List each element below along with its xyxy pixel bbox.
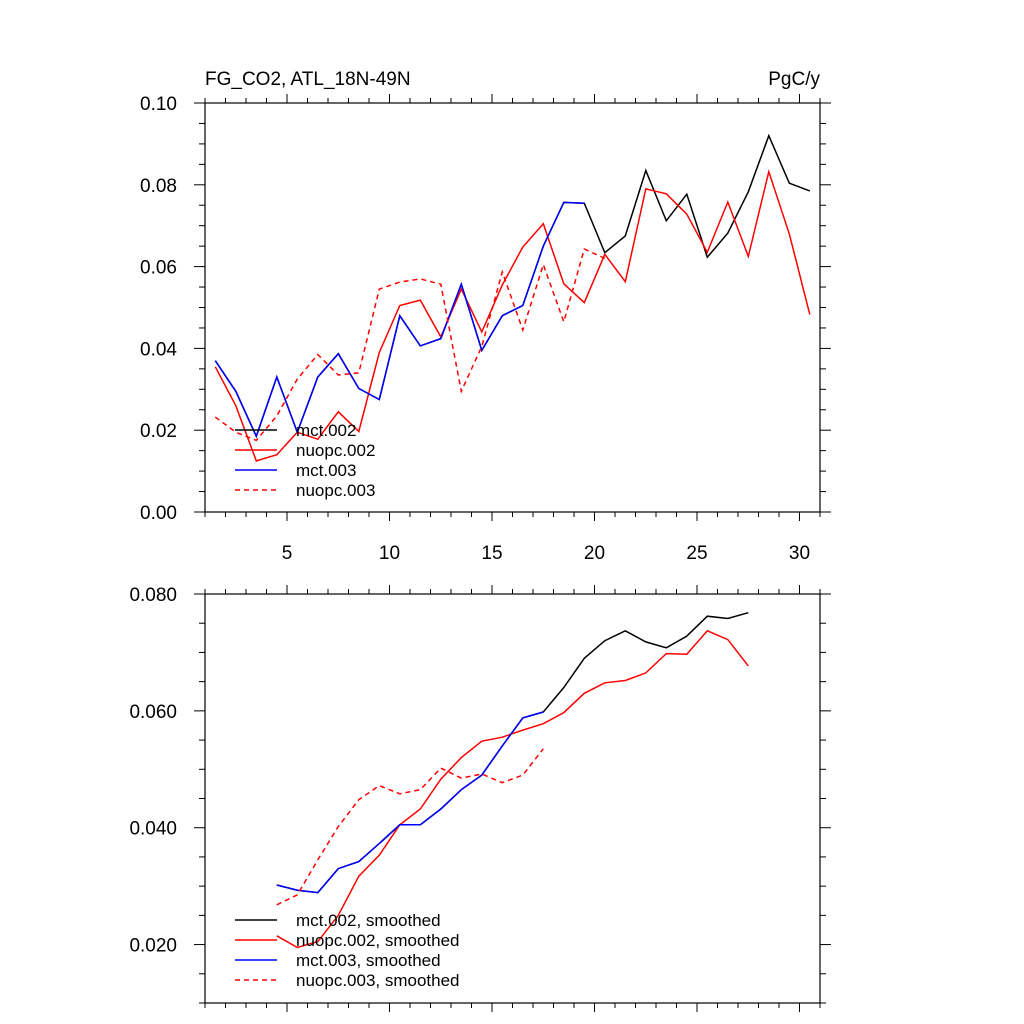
y-tick-label: 0.10 — [140, 94, 177, 115]
y-tick-label: 0.08 — [140, 176, 177, 197]
series-line-nuopc-002 — [214, 168, 811, 462]
chart-title: FG_CO2, ATL_18N-49N — [205, 69, 411, 90]
x-tick-label: 5 — [282, 543, 293, 564]
x-tick-label: 25 — [686, 543, 707, 564]
units-label: PgC/y — [768, 69, 820, 90]
series-line-nuopc-003-smoothed — [276, 748, 544, 906]
legend-label: mct.003, smoothed — [296, 951, 441, 970]
legend-label: mct.003 — [296, 461, 356, 480]
y-tick-label: 0.02 — [140, 421, 177, 442]
series-group — [276, 611, 749, 949]
legend-label: mct.002, smoothed — [296, 911, 441, 930]
series-group — [214, 133, 811, 462]
legend-label: nuopc.002, smoothed — [296, 931, 460, 950]
series-line-mct-003-smoothed — [276, 711, 544, 894]
y-tick-label: 0.040 — [129, 819, 177, 840]
series-line-nuopc-002-smoothed — [276, 629, 749, 949]
y-tick-label: 0.04 — [140, 339, 177, 360]
legend-label: nuopc.003 — [296, 481, 375, 500]
x-tick-label: 30 — [789, 543, 810, 564]
x-tick-label: 20 — [584, 543, 605, 564]
legend-label: nuopc.002 — [296, 441, 375, 460]
series-line-mct-002-smoothed — [276, 611, 749, 894]
y-tick-label: 0.06 — [140, 258, 177, 279]
legend-label: nuopc.003, smoothed — [296, 971, 460, 990]
series-line-mct-002 — [214, 133, 811, 439]
y-tick-label: 0.020 — [129, 936, 177, 957]
top-panel: 5 10 15 20 25 30 0.00 0.02 0.04 0.06 0.08 0.10 FG_CO… — [140, 69, 831, 564]
x-tick-label: 15 — [481, 543, 502, 564]
legend-label: mct.002 — [296, 421, 356, 440]
y-tick-label: 0.060 — [129, 702, 177, 723]
series-line-mct-003 — [214, 201, 585, 439]
y-tick-label: 0.080 — [129, 585, 177, 606]
series-line-nuopc-003 — [214, 247, 606, 442]
y-tick-label: 0.00 — [140, 503, 177, 524]
x-tick-label: 10 — [379, 543, 400, 564]
